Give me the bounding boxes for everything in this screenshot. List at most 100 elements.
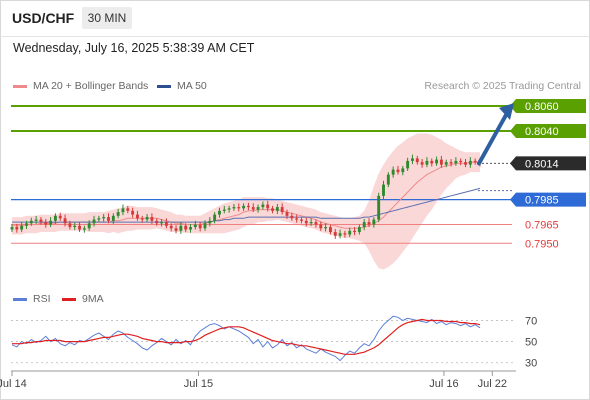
candle-body xyxy=(309,222,313,224)
candle-body xyxy=(338,233,342,236)
level-label-0.7985: 0.7985 xyxy=(525,195,559,207)
candle-body xyxy=(367,222,371,225)
candle-body xyxy=(357,227,361,233)
candle-body xyxy=(68,223,72,228)
level-tag-0.7985 xyxy=(510,192,586,207)
legend-ma9: 9MA xyxy=(62,293,104,305)
candle-body xyxy=(73,225,77,228)
projection-arrow-shaft xyxy=(477,112,508,166)
chart-header: USD/CHF 30 MIN xyxy=(0,0,590,37)
candle-body xyxy=(353,230,357,233)
candle-body xyxy=(333,232,337,236)
level-label-0.7965: 0.7965 xyxy=(525,220,559,232)
candle-body xyxy=(213,214,217,221)
candle-body xyxy=(348,230,352,235)
candle-body xyxy=(34,219,38,221)
candle-body xyxy=(179,225,183,231)
candle-body xyxy=(319,224,323,229)
candle-body xyxy=(300,219,303,221)
candle-body xyxy=(261,204,265,208)
projection-arrowhead xyxy=(499,102,514,120)
candle-body xyxy=(271,208,274,211)
candle-body xyxy=(415,158,419,163)
candle-body xyxy=(444,162,448,165)
legend-ma20: MA 20 + Bollinger Bands xyxy=(13,80,148,92)
candle-body xyxy=(140,218,144,220)
level-tag-0.8040 xyxy=(510,123,586,138)
candle-body xyxy=(314,222,318,225)
legend-rsi: RSI xyxy=(13,293,51,305)
candle-body xyxy=(343,233,347,235)
level-label-0.8060: 0.8060 xyxy=(525,101,559,113)
rsi-ma9-line xyxy=(12,318,481,355)
candle-body xyxy=(406,160,410,169)
candle-body xyxy=(208,220,212,224)
candle-body xyxy=(63,218,67,224)
candle-body xyxy=(435,159,439,164)
candle-body xyxy=(382,184,385,196)
candle-body xyxy=(155,220,159,224)
candle-body xyxy=(189,227,192,230)
candle-body xyxy=(107,217,110,221)
legend-ma50: MA 50 xyxy=(157,80,207,92)
candle-body xyxy=(102,217,106,219)
legend-ma50-label: MA 50 xyxy=(177,80,207,92)
legend-rsi-label: RSI xyxy=(33,293,51,305)
candle-body xyxy=(145,217,149,220)
candle-body xyxy=(285,212,289,216)
candle-body xyxy=(87,223,91,229)
candle-body xyxy=(420,162,424,165)
ma50-line xyxy=(12,187,481,223)
bollinger-band xyxy=(12,133,480,270)
x-tick-label-Jul 14: Jul 14 xyxy=(0,378,27,390)
candle-body xyxy=(150,217,154,221)
candle-body xyxy=(280,207,284,213)
candle-body xyxy=(29,220,33,224)
credit-text: Research © 2025 Trading Central xyxy=(424,80,581,92)
x-tick-label-Jul 16: Jul 16 xyxy=(429,378,458,390)
x-tick-label-Jul 22: Jul 22 xyxy=(478,378,507,390)
candle-body xyxy=(256,207,260,210)
candle-body xyxy=(121,208,125,213)
ma20-swatch xyxy=(13,84,27,88)
candle-body xyxy=(425,160,429,165)
candle-body xyxy=(386,174,390,185)
candle-body xyxy=(78,225,81,230)
candle-body xyxy=(193,224,197,228)
candle-body xyxy=(449,162,453,164)
candle-body xyxy=(126,208,130,211)
candle-body xyxy=(246,205,250,208)
candle-body xyxy=(401,168,405,173)
candle-body xyxy=(218,210,221,215)
candle-body xyxy=(116,212,120,216)
ma9-swatch xyxy=(62,297,76,301)
candle-body xyxy=(275,207,279,211)
chart-timestamp: Wednesday, July 16, 2025 5:38:39 AM CET xyxy=(13,41,255,55)
candle-body xyxy=(203,223,207,229)
timeframe-button[interactable]: 30 MIN xyxy=(82,7,132,29)
x-tick-label-Jul 15: Jul 15 xyxy=(184,378,213,390)
candle-body xyxy=(454,160,458,164)
rsi-line xyxy=(11,315,481,362)
candle-body xyxy=(251,207,255,210)
candle-body xyxy=(39,219,43,223)
candle-body xyxy=(459,160,463,163)
candle-body xyxy=(396,169,400,173)
candle-body xyxy=(411,158,414,161)
candle-body xyxy=(15,227,19,230)
candle-body xyxy=(10,227,14,230)
rsi-level-label-30: 30 xyxy=(525,358,537,370)
candle-body xyxy=(232,207,236,209)
candle-body xyxy=(237,207,241,209)
candle-body xyxy=(377,195,381,220)
candle-body xyxy=(135,214,139,219)
level-label-0.7950: 0.7950 xyxy=(525,238,559,250)
candle-body xyxy=(290,215,294,219)
candle-body xyxy=(49,220,53,225)
ma50-swatch xyxy=(157,84,171,88)
rsi-level-label-50: 50 xyxy=(525,337,537,349)
candle-body xyxy=(53,215,57,221)
symbol-title: USD/CHF xyxy=(12,10,75,26)
candle-body xyxy=(174,228,178,231)
